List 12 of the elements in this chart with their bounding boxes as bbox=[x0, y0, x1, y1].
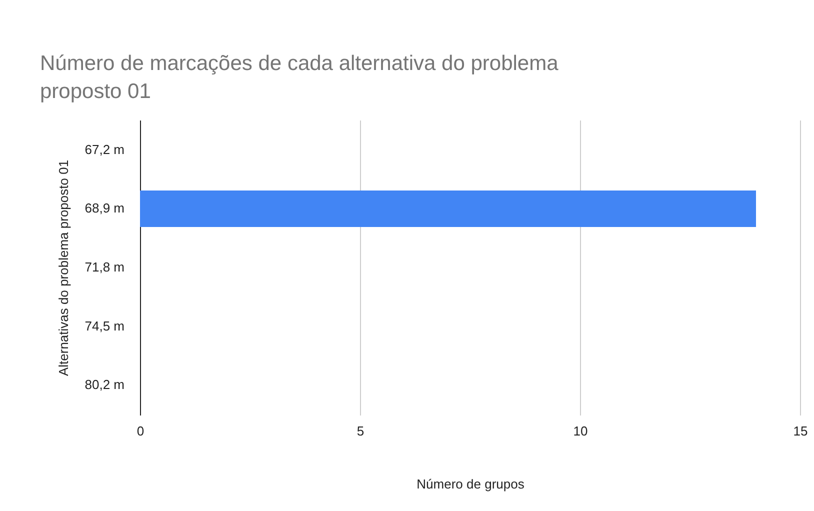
y-tick-label: 68,9 m bbox=[84, 200, 124, 216]
x-axis-title: Número de grupos bbox=[416, 476, 525, 492]
y-axis-title: Alternativas do problema proposto 01 bbox=[56, 160, 71, 376]
chart-title: Número de marcações de cada alternativa do problema proposto 01 bbox=[40, 52, 559, 103]
x-tick-label: 15 bbox=[793, 424, 808, 438]
y-tick-label: 80,2 m bbox=[84, 377, 124, 392]
x-tick-label: 10 bbox=[573, 424, 588, 438]
y-tick-label: 67,2 m bbox=[84, 142, 124, 157]
x-tick-label: 0 bbox=[136, 424, 144, 438]
y-tick-label: 74,5 m bbox=[84, 318, 124, 334]
x-tick-label: 5 bbox=[356, 424, 364, 438]
y-tick-label: 71,8 m bbox=[84, 260, 124, 274]
